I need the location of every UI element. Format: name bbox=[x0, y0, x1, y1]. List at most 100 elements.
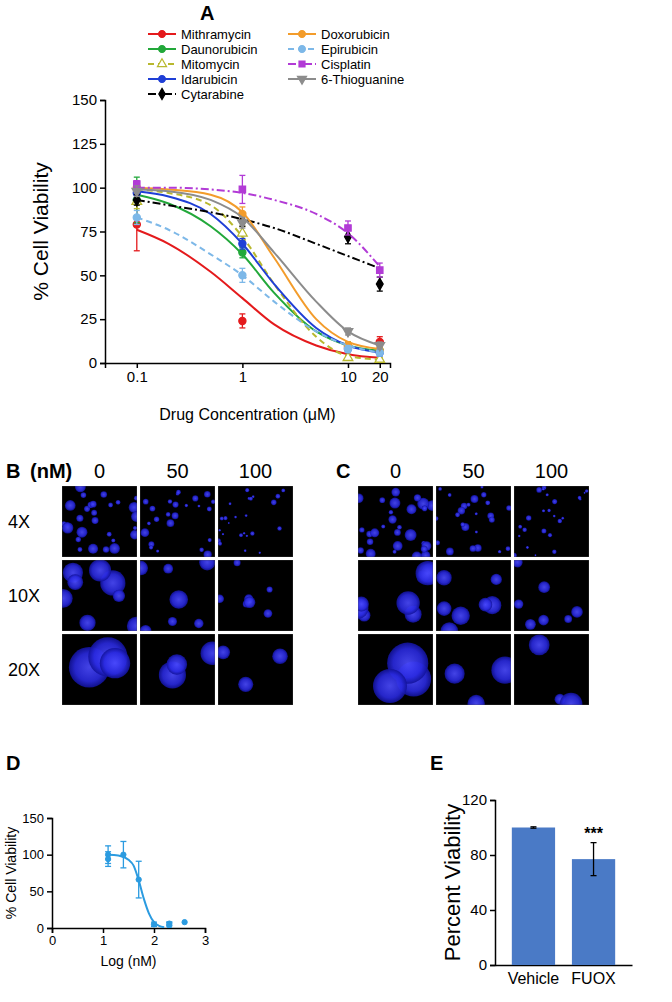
legend-marker bbox=[159, 88, 165, 99]
spheroid bbox=[172, 512, 179, 519]
tick-label: 25 bbox=[80, 310, 97, 327]
spheroid bbox=[67, 574, 83, 590]
tick-mark bbox=[100, 275, 105, 277]
spheroid bbox=[108, 503, 113, 508]
spheroid bbox=[514, 560, 523, 568]
bar bbox=[572, 859, 615, 965]
x-axis: VehicleFUOX bbox=[496, 966, 633, 988]
tick-label: 80 bbox=[470, 846, 487, 863]
axis-line bbox=[100, 101, 106, 364]
error-bar-part bbox=[591, 842, 597, 843]
spheroid bbox=[133, 526, 137, 530]
panel-label: E bbox=[430, 752, 443, 774]
panel-label: D bbox=[6, 752, 20, 774]
micrograph-background bbox=[514, 486, 589, 557]
spheroid bbox=[436, 540, 440, 545]
spheroid bbox=[379, 497, 385, 503]
y-axis: 04080120 bbox=[462, 791, 496, 973]
legend: MithramycinDaunorubicinMitomycinIdarubic… bbox=[148, 27, 404, 102]
tick-label: 0 bbox=[89, 354, 97, 371]
micrograph bbox=[218, 486, 293, 557]
spheroid bbox=[388, 515, 396, 523]
marker bbox=[343, 329, 353, 337]
x-axis: 0123 bbox=[49, 928, 209, 948]
spheroid bbox=[541, 528, 546, 533]
spheroid bbox=[169, 590, 188, 609]
tick-mark bbox=[47, 928, 52, 930]
error-bar bbox=[134, 177, 140, 223]
spheroid bbox=[481, 492, 486, 497]
spheroid bbox=[358, 597, 369, 612]
spheroid bbox=[185, 504, 188, 507]
spheroid bbox=[143, 499, 149, 505]
marker bbox=[238, 220, 248, 228]
spheroid bbox=[506, 546, 511, 551]
error-bar-part bbox=[239, 238, 245, 239]
tick-mark bbox=[490, 965, 495, 967]
marker bbox=[239, 240, 246, 247]
spheroid bbox=[561, 517, 564, 520]
spheroid bbox=[88, 544, 98, 554]
micrograph-background bbox=[140, 634, 215, 705]
legend-marker bbox=[159, 31, 166, 38]
y-axis-title: Percent Viability bbox=[440, 804, 465, 961]
image-panel: B(nM)0501004X10X20X bbox=[6, 460, 293, 705]
marker bbox=[345, 225, 351, 231]
spheroid bbox=[480, 486, 483, 488]
micrograph bbox=[140, 486, 215, 557]
spheroid bbox=[277, 526, 282, 531]
error-bar-part bbox=[105, 851, 111, 852]
tick-mark bbox=[100, 100, 105, 102]
tick-label: FUOX bbox=[571, 970, 616, 987]
micrograph bbox=[358, 486, 433, 557]
marker bbox=[376, 278, 383, 290]
y-axis-title: % Cell Viability bbox=[3, 827, 19, 919]
error-bar-part bbox=[239, 175, 245, 176]
panel-label: A bbox=[200, 2, 214, 24]
error-bar-part bbox=[239, 257, 245, 258]
tick: 1 bbox=[239, 363, 247, 385]
spheroid bbox=[172, 501, 178, 507]
spheroid bbox=[149, 546, 153, 550]
legend-item: Mitomycin bbox=[148, 57, 240, 72]
micrograph-border bbox=[218, 560, 293, 631]
unit-label: (nM) bbox=[30, 460, 72, 482]
spheroid bbox=[246, 535, 248, 537]
spheroid bbox=[393, 541, 403, 551]
micrograph-border bbox=[514, 560, 589, 631]
tick: 100 bbox=[22, 847, 52, 862]
error-bar bbox=[591, 843, 597, 876]
spheroid bbox=[130, 530, 137, 539]
marker bbox=[344, 345, 351, 352]
micrograph bbox=[358, 560, 433, 631]
tick-label: 120 bbox=[462, 791, 487, 808]
spheroid bbox=[218, 529, 221, 532]
spheroid bbox=[134, 496, 137, 501]
legend-label: Mithramycin bbox=[181, 27, 251, 42]
tick: 80 bbox=[470, 846, 495, 863]
error-bar-part bbox=[593, 843, 594, 876]
spheroid bbox=[243, 532, 245, 534]
fit-line bbox=[137, 217, 380, 352]
tick-label: 0 bbox=[37, 921, 44, 936]
spheroid bbox=[470, 545, 477, 552]
plot-area bbox=[132, 175, 385, 362]
micrograph-border bbox=[140, 560, 215, 631]
micrograph bbox=[514, 634, 589, 705]
spheroid bbox=[250, 531, 254, 535]
micrograph-background bbox=[436, 486, 511, 557]
tick-mark bbox=[490, 855, 495, 857]
spheroid bbox=[389, 498, 400, 509]
micrograph-background bbox=[62, 560, 137, 631]
tick-label: 40 bbox=[470, 901, 487, 918]
spheroid bbox=[201, 641, 215, 665]
error-bar-part bbox=[239, 206, 245, 207]
plot-area bbox=[105, 841, 187, 928]
spheroid bbox=[150, 506, 156, 512]
micrograph bbox=[140, 634, 215, 705]
image-panel: C050100 bbox=[336, 460, 589, 715]
marker bbox=[167, 921, 172, 926]
micrograph-border bbox=[62, 560, 137, 631]
error-bar-part bbox=[239, 248, 245, 249]
error-bar-part bbox=[345, 234, 351, 235]
